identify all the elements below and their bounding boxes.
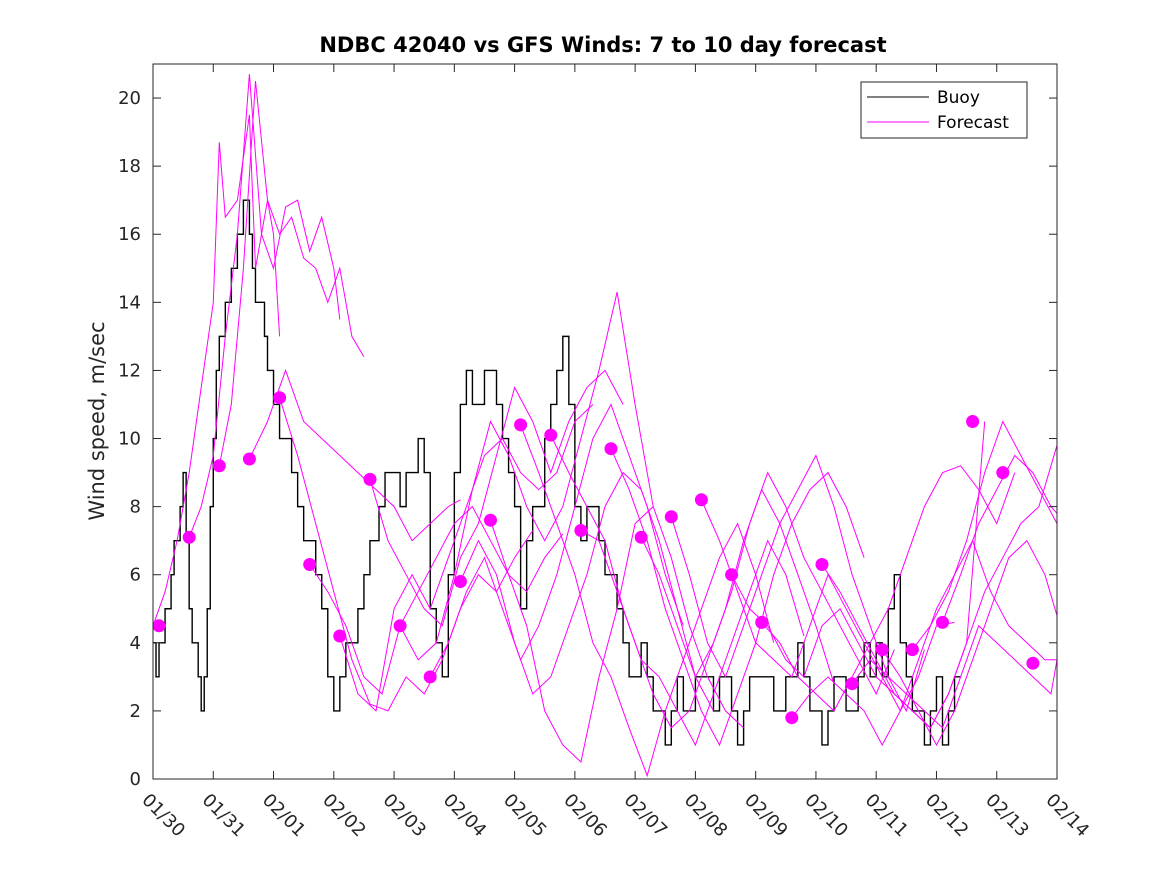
y-tick-label: 2 <box>130 701 141 722</box>
forecast-point <box>725 568 739 582</box>
forecast-point <box>242 452 256 466</box>
forecast-point <box>303 558 317 571</box>
forecast-point <box>905 643 919 657</box>
forecast-point <box>845 677 859 691</box>
y-tick-label: 14 <box>118 292 141 313</box>
points-layer <box>152 391 1040 725</box>
forecast-series-line-13 <box>520 424 775 778</box>
legend-forecast-label: Forecast <box>937 113 1009 133</box>
forecast-point <box>273 391 287 405</box>
forecast-point <box>484 513 497 527</box>
forecast-point <box>664 510 678 524</box>
forecast-point <box>936 615 949 629</box>
forecast-series-line-25 <box>881 539 1058 747</box>
forecast-point <box>815 558 829 571</box>
axes-box <box>152 63 1058 780</box>
forecast-series-line-5 <box>279 397 534 712</box>
y-tick-label: 0 <box>130 769 141 790</box>
forecast-point <box>966 415 980 428</box>
forecast-series-line-21 <box>761 465 1016 712</box>
forecast-series-line-19 <box>700 499 955 712</box>
forecast-point <box>182 530 196 544</box>
forecast-series-line-24 <box>851 624 1058 729</box>
chart-title: NDBC 42040 vs GFS Winds: 7 to 10 day for… <box>319 33 886 57</box>
forecast-point <box>875 643 889 657</box>
forecast-series-line-8 <box>369 369 624 627</box>
forecast-series-line-26 <box>912 420 1058 650</box>
forecast-series-line-11 <box>459 471 714 712</box>
forecast-point <box>363 472 377 486</box>
forecast-point <box>604 442 618 456</box>
forecast-point <box>514 418 528 432</box>
forecast-point <box>755 615 769 629</box>
forecast-point <box>423 670 437 684</box>
y-axis: 0 2 4 6 8 10 12 14 16 18 20 <box>118 88 1057 790</box>
y-tick-label: 8 <box>130 497 141 518</box>
legend: Buoy Forecast <box>860 81 1028 139</box>
forecast-series-line-2 <box>188 74 341 538</box>
y-tick-label: 12 <box>118 360 141 381</box>
y-tick-label: 4 <box>130 633 141 654</box>
forecast-point <box>152 619 166 633</box>
y-axis-label: Wind speed, m/sec <box>85 321 109 520</box>
forecast-point <box>212 459 226 473</box>
legend-box <box>860 81 1028 139</box>
forecast-series-line-14 <box>550 434 805 747</box>
forecast-point <box>785 711 799 725</box>
forecast-point <box>634 530 648 544</box>
forecast-point <box>393 619 407 633</box>
forecast-series-line-1 <box>152 115 281 626</box>
forecast-series-line-3 <box>218 80 365 466</box>
legend-buoy-label: Buoy <box>937 88 980 108</box>
forecast-point <box>574 524 588 537</box>
forecast-series-line-4 <box>248 368 461 542</box>
y-tick-label: 20 <box>118 88 141 109</box>
forecast-point <box>453 575 467 588</box>
y-tick-label: 16 <box>118 224 141 245</box>
forecast-series-line-7 <box>339 404 594 712</box>
forecast-series-line-12 <box>490 505 744 763</box>
y-tick-label: 6 <box>130 565 141 586</box>
forecast-series-line-9 <box>399 291 654 661</box>
forecast-point <box>1026 656 1040 670</box>
y-tick-label: 10 <box>118 429 141 450</box>
forecast-series-line-23 <box>821 445 1058 729</box>
forecast-series-line-6 <box>309 505 564 695</box>
y-tick-label: 18 <box>118 156 141 177</box>
forecast-series-line-15 <box>580 488 835 729</box>
series-layer <box>152 74 1058 778</box>
forecast-point <box>544 428 558 442</box>
forecast-series-line-22 <box>791 539 1057 747</box>
forecast-point <box>333 629 347 643</box>
forecast-series-line-17 <box>640 471 895 696</box>
plot-area <box>153 64 1057 779</box>
forecast-series-line-18 <box>670 454 925 713</box>
forecast-point <box>694 493 708 507</box>
forecast-point <box>996 466 1010 480</box>
